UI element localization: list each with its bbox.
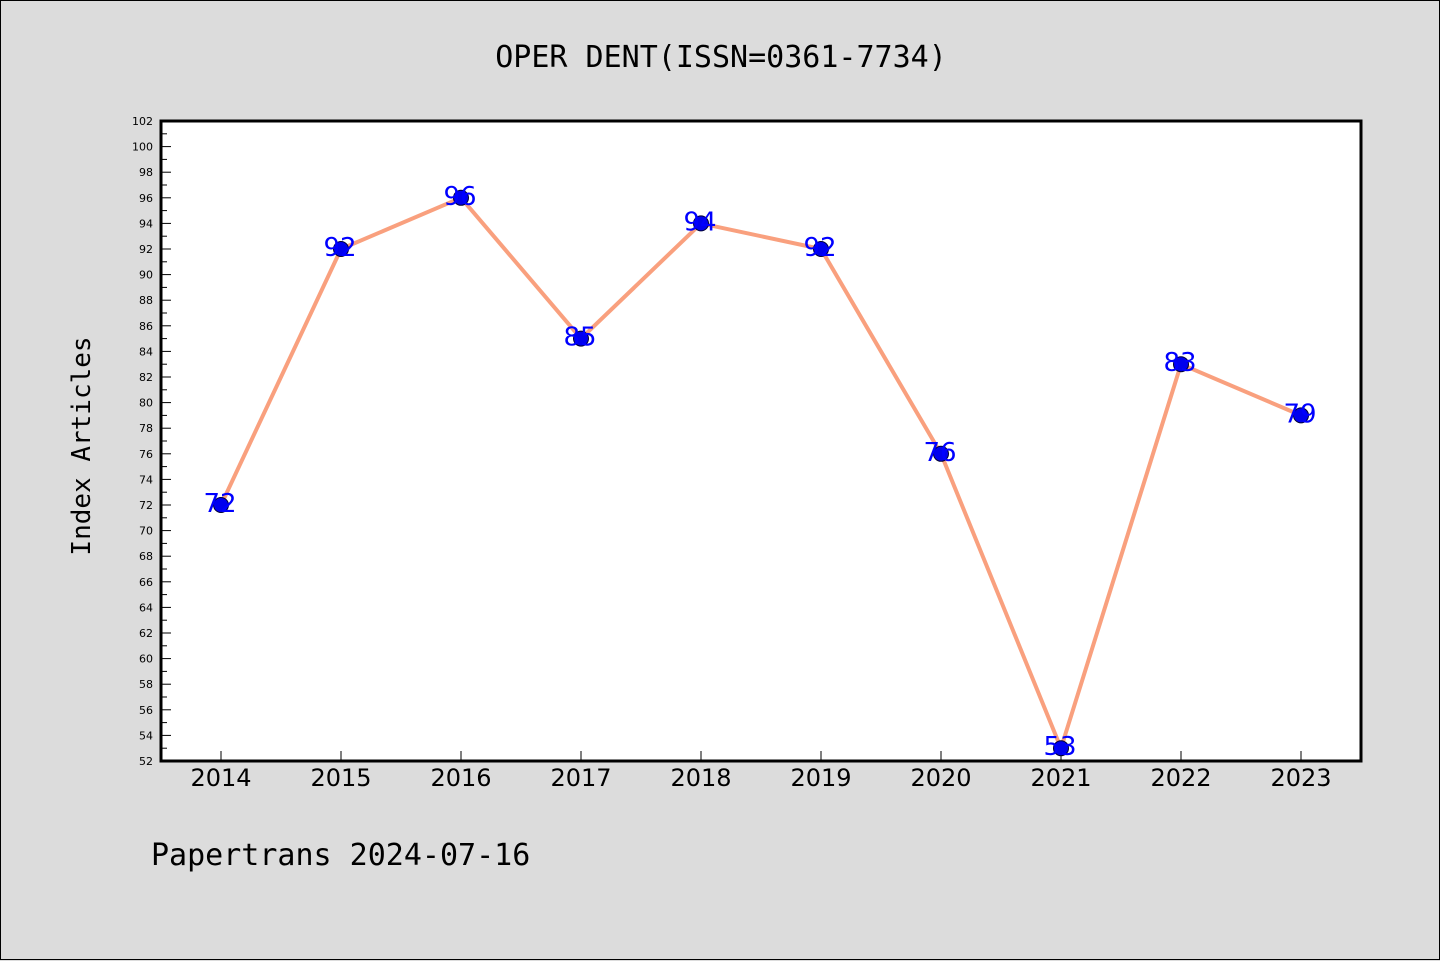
y-tick-label: 100 xyxy=(132,141,153,154)
data-label: 72 xyxy=(203,489,236,519)
data-point xyxy=(573,330,589,347)
plot-area xyxy=(161,121,1361,761)
x-axis: 2014 2015 2016 2017 2018 2019 2020 2021 2022 2023 xyxy=(190,751,1332,792)
data-point xyxy=(813,241,829,257)
y-tick-label: 56 xyxy=(139,704,153,717)
data-point xyxy=(213,497,229,513)
y-tick-label: 102 xyxy=(132,115,153,128)
y-tick-label: 70 xyxy=(139,525,153,538)
x-tick-label: 2015 xyxy=(310,764,371,792)
y-tick-label: 92 xyxy=(139,243,153,256)
x-tick-label: 2018 xyxy=(670,764,731,792)
data-point xyxy=(1173,356,1189,373)
y-tick-label: 82 xyxy=(139,371,153,384)
data-point xyxy=(1293,407,1309,424)
data-label: 79 xyxy=(1283,399,1316,429)
y-tick-label: 52 xyxy=(139,755,153,768)
y-tick-label: 94 xyxy=(139,217,153,230)
x-tick-label: 2016 xyxy=(430,764,491,792)
plot-border xyxy=(159,119,1363,763)
y-tick-label: 76 xyxy=(139,448,153,461)
y-tick-label: 58 xyxy=(139,678,153,691)
y-tick-label: 78 xyxy=(139,422,153,435)
y-tick-label: 72 xyxy=(139,499,153,512)
y-tick-label: 62 xyxy=(139,627,153,640)
footer-credit: Papertrans 2024-07-16 xyxy=(151,838,530,873)
y-tick-label: 84 xyxy=(139,345,153,358)
x-tick-label: 2022 xyxy=(1150,764,1211,792)
y-tick-label: 74 xyxy=(139,473,153,486)
series-line xyxy=(219,195,1302,751)
data-labels: 72 92 96 85 94 92 76 53 83 79 xyxy=(203,182,1316,762)
y-axis: 52 54 56 58 60 62 64 66 68 70 72 74 76 78 80 82 84 86 88 90… xyxy=(132,115,171,768)
data-point xyxy=(1053,740,1069,757)
data-label: 76 xyxy=(923,438,956,468)
y-axis-label: Index Articles xyxy=(67,336,97,555)
y-tick-label: 68 xyxy=(139,550,153,563)
data-point xyxy=(453,189,469,206)
data-point xyxy=(693,215,709,232)
y-tick-label: 54 xyxy=(139,729,153,742)
data-label: 85 xyxy=(563,323,596,353)
y-tick-label: 90 xyxy=(139,269,153,282)
x-tick-label: 2017 xyxy=(550,764,611,792)
x-tick-label: 2019 xyxy=(790,764,851,792)
x-tick-label: 2014 xyxy=(190,764,251,792)
data-point xyxy=(333,241,349,257)
data-label: 53 xyxy=(1043,732,1076,762)
data-label: 83 xyxy=(1163,348,1196,378)
y-tick-label: 80 xyxy=(139,397,153,410)
data-label: 94 xyxy=(683,207,716,237)
data-label: 92 xyxy=(803,233,836,263)
data-label: 96 xyxy=(443,182,476,212)
y-tick-label: 88 xyxy=(139,294,153,307)
data-label: 92 xyxy=(323,233,356,263)
y-tick-label: 98 xyxy=(139,166,153,179)
chart-title: OPER DENT(ISSN=0361-7734) xyxy=(495,40,947,75)
y-tick-label: 96 xyxy=(139,192,153,205)
y-tick-label: 64 xyxy=(139,601,153,614)
y-tick-label: 60 xyxy=(139,653,153,666)
x-tick-label: 2023 xyxy=(1270,764,1331,792)
y-tick-label: 66 xyxy=(139,576,153,589)
data-point xyxy=(933,445,949,462)
series-markers xyxy=(213,189,1309,757)
y-tick-label: 86 xyxy=(139,320,153,333)
x-tick-label: 2020 xyxy=(910,764,971,792)
x-tick-label: 2021 xyxy=(1030,764,1091,792)
